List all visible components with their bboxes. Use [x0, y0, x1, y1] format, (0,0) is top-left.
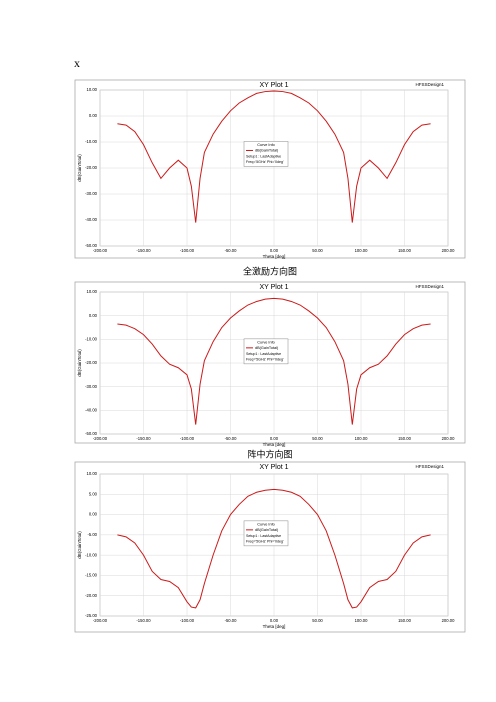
x-tick-label: 50.00: [312, 436, 323, 441]
y-tick-label: 0.00: [89, 512, 98, 517]
x-tick-label: -150.00: [136, 436, 151, 441]
legend-line: Setup1 : LastAdaptive: [246, 352, 281, 356]
legend-line: Freq='5GHz' Phi='0deg': [246, 539, 284, 543]
x-axis-label: Theta [deg]: [263, 254, 286, 259]
x-tick-label: 100.00: [355, 248, 368, 253]
curve: [117, 90, 431, 223]
x-tick-label: -50.00: [225, 618, 238, 623]
x-tick-label: 150.00: [398, 436, 411, 441]
legend-entry: dB(GainTotal): [255, 528, 279, 532]
x-tick-label: 100.00: [355, 618, 368, 623]
legend-line: Freq='5GHz' Phi='0deg': [246, 160, 284, 164]
y-tick-label: -10.00: [85, 552, 98, 557]
x-tick-label: 0.00: [270, 618, 279, 623]
curve: [117, 488, 431, 609]
x-tick-label: -50.00: [225, 248, 238, 253]
y-tick-label: 0.00: [89, 313, 98, 318]
legend-box: [243, 141, 289, 167]
y-tick-label: -10.00: [85, 336, 98, 341]
y-tick-label: 0.00: [89, 113, 98, 118]
x-axis-label: Theta [deg]: [263, 442, 286, 447]
legend-title: Curve Info: [257, 340, 275, 344]
y-tick-label: -40.00: [85, 407, 98, 412]
y-tick-label: -10.00: [85, 139, 98, 144]
x-tick-label: 150.00: [398, 248, 411, 253]
caption: 阵中方向图: [247, 449, 292, 461]
x-tick-label: 200.00: [442, 248, 455, 253]
chart-title: XY Plot 1: [259, 284, 288, 291]
y-tick-label: -20.00: [85, 360, 98, 365]
y-tick-label: 10.00: [87, 87, 98, 92]
y-tick-label: -20.00: [85, 593, 98, 598]
design-name: HFSSDesign1: [415, 284, 444, 289]
heading: x: [74, 56, 80, 70]
caption: 全激励方向图: [243, 266, 297, 278]
y-axis-label: dB(GainTotal): [77, 349, 82, 377]
legend-box: [243, 520, 289, 547]
legend-entry: dB(GainTotal): [255, 148, 279, 152]
legend-entry: dB(GainTotal): [255, 346, 279, 350]
y-tick-label: -25.00: [85, 613, 98, 618]
y-axis-label: dB(GainTotal): [77, 531, 82, 559]
curve: [117, 297, 431, 425]
chart-title: XY Plot 1: [259, 82, 288, 89]
x-tick-label: -50.00: [225, 436, 238, 441]
y-tick-label: -30.00: [85, 191, 98, 196]
legend-line: Setup1 : LastAdaptive: [246, 534, 281, 538]
x-tick-label: 50.00: [312, 618, 323, 623]
legend-title: Curve Info: [257, 522, 275, 526]
y-tick-label: -50.00: [85, 431, 98, 436]
x-tick-label: -150.00: [136, 618, 151, 623]
design-name: HFSSDesign1: [415, 464, 444, 469]
y-tick-label: 10.00: [87, 471, 98, 476]
y-tick-label: -15.00: [85, 573, 98, 578]
y-tick-label: -30.00: [85, 384, 98, 389]
chart-title: XY Plot 1: [259, 464, 288, 471]
x-tick-label: 200.00: [442, 436, 455, 441]
x-tick-label: 100.00: [355, 436, 368, 441]
y-axis-label: dB(GainTotal): [77, 154, 82, 182]
x-tick-label: 0.00: [270, 436, 279, 441]
x-tick-label: -150.00: [136, 248, 151, 253]
x-tick-label: 200.00: [442, 618, 455, 623]
legend-title: Curve Info: [257, 143, 275, 147]
y-tick-label: -20.00: [85, 165, 98, 170]
design-name: HFSSDesign1: [415, 82, 444, 87]
x-tick-label: -100.00: [180, 618, 195, 623]
y-tick-label: -40.00: [85, 217, 98, 222]
y-tick-label: 10.00: [87, 289, 98, 294]
x-tick-label: 0.00: [270, 248, 279, 253]
y-tick-label: -50.00: [85, 243, 98, 248]
x-tick-label: 150.00: [398, 618, 411, 623]
x-tick-label: 50.00: [312, 248, 323, 253]
x-tick-label: -100.00: [180, 248, 195, 253]
legend-box: [243, 338, 289, 365]
y-tick-label: 5.00: [89, 491, 98, 496]
legend-line: Freq='5GHz' Phi='0deg': [246, 357, 284, 361]
x-axis-label: Theta [deg]: [263, 624, 286, 629]
x-tick-label: -200.00: [93, 618, 108, 623]
x-tick-label: -100.00: [180, 436, 195, 441]
x-tick-label: -200.00: [93, 436, 108, 441]
legend-line: Setup1 : LastAdaptive: [246, 154, 281, 158]
x-tick-label: -200.00: [93, 248, 108, 253]
y-tick-label: -5.00: [87, 532, 97, 537]
